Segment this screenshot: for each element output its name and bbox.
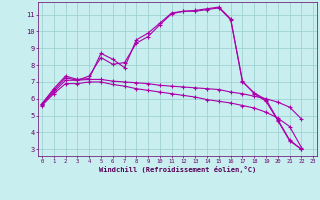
X-axis label: Windchill (Refroidissement éolien,°C): Windchill (Refroidissement éolien,°C): [99, 166, 256, 173]
